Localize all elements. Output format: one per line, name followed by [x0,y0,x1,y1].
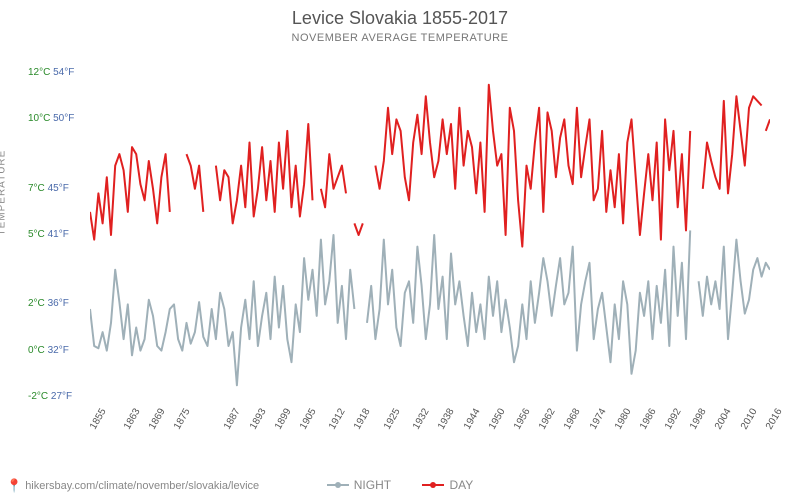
plot-svg [90,50,770,420]
legend-day-label: DAY [449,478,473,492]
legend-night-swatch [327,484,349,486]
legend-night: NIGHT [327,478,391,492]
legend-day-swatch [422,484,444,486]
chart-title: Levice Slovakia 1855-2017 [0,8,800,29]
pin-icon: 📍 [6,478,22,494]
y-tick: 5°C 41°F [28,229,69,240]
y-tick: -2°C 27°F [28,391,72,402]
y-tick: 12°C 54°F [28,67,74,78]
plot-area [90,50,770,420]
y-tick: 0°C 32°F [28,345,69,356]
y-axis-title: TEMPERATURE [0,150,8,236]
y-tick: 10°C 50°F [28,113,74,124]
y-tick: 7°C 45°F [28,183,69,194]
temperature-chart: Levice Slovakia 1855-2017 NOVEMBER AVERA… [0,0,800,500]
source-url: hikersbay.com/climate/november/slovakia/… [25,480,259,492]
source-footer: 📍 hikersbay.com/climate/november/slovaki… [6,478,259,494]
y-tick: 2°C 36°F [28,298,69,309]
chart-subtitle: NOVEMBER AVERAGE TEMPERATURE [0,32,800,44]
legend-day: DAY [422,478,473,492]
legend-night-label: NIGHT [354,478,391,492]
